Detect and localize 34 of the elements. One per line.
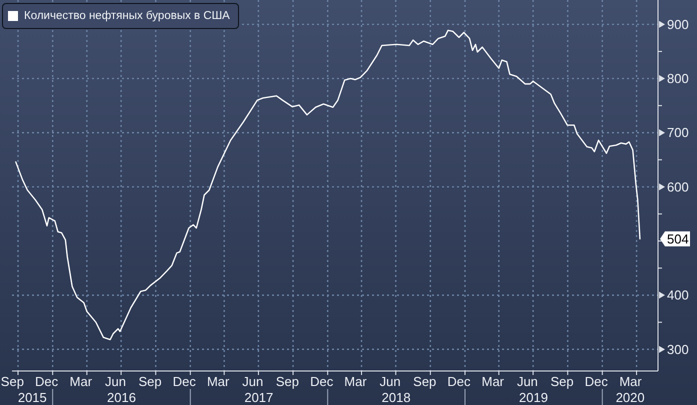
- x-tick-label: Mar: [482, 374, 505, 389]
- y-tick-label: 300: [667, 342, 689, 357]
- legend-label: Количество нефтяных буровых в США: [24, 9, 230, 23]
- x-tick-label: Jun: [380, 374, 401, 389]
- x-tick-label: Mar: [206, 374, 230, 389]
- x-tick-label: Dec: [447, 374, 472, 389]
- y-tick-label: 900: [667, 16, 689, 32]
- x2-tick-label: 2019: [519, 390, 548, 405]
- x-tick-label: Dec: [172, 374, 196, 389]
- x-tick-label: Mar: [70, 374, 93, 389]
- x-tick-label: Mar: [344, 374, 368, 389]
- y-tick-label: 800: [667, 71, 689, 86]
- line-series: [15, 30, 641, 340]
- annotation: 504: [667, 231, 689, 246]
- y-tick-label: 400: [667, 288, 689, 303]
- x-tick-label: Sep: [550, 374, 574, 389]
- x-tick-label: Dec: [584, 374, 608, 389]
- x-tick-label: Jun: [242, 374, 264, 389]
- x2-tick-label: 2020: [616, 390, 645, 405]
- y-tick-label: 700: [667, 125, 689, 140]
- x-tick-label: Mar: [619, 374, 642, 389]
- x-tick-label: Sep: [413, 374, 436, 389]
- x2-tick-label: 2018: [382, 390, 411, 405]
- x2-tick-label: 2016: [107, 390, 136, 405]
- x-tick-label: Dec: [35, 374, 59, 389]
- x-tick-label: Dec: [310, 374, 334, 389]
- x-tick-label: Jun: [516, 374, 538, 389]
- x2-tick-label: 2017: [244, 390, 274, 405]
- x-tick-label: Sep: [0, 374, 24, 389]
- x-tick-label: Sep: [138, 374, 162, 389]
- x-tick-label: Sep: [276, 374, 299, 389]
- y-tick-label: 600: [667, 179, 689, 194]
- x2-tick-label: 2015: [18, 390, 47, 405]
- x-tick-label: Jun: [104, 374, 126, 389]
